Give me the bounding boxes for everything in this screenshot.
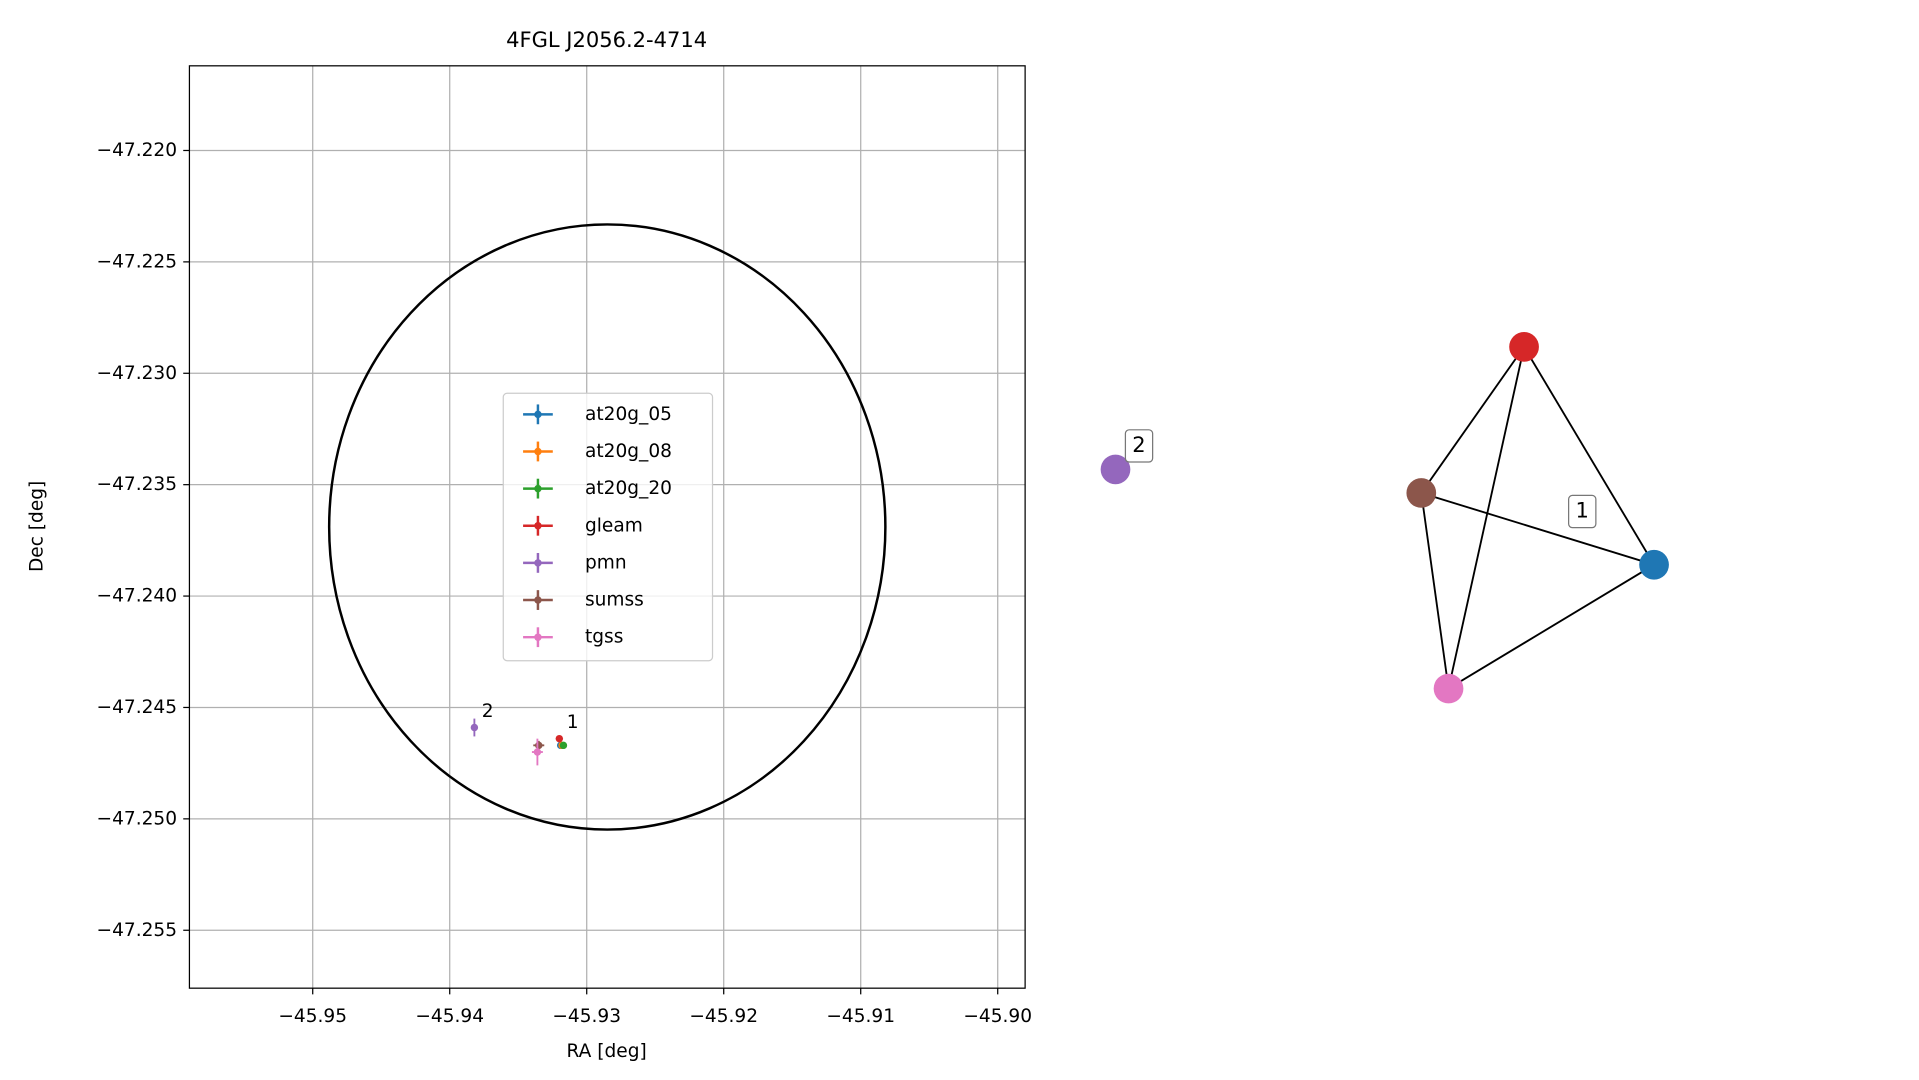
- legend-label: at20g_05: [585, 404, 672, 425]
- chart-title: 4FGL J2056.2-4714: [506, 27, 707, 52]
- legend-label: tgss: [585, 627, 623, 648]
- legend-marker: [534, 484, 542, 493]
- x-tick-label: −45.94: [415, 1006, 484, 1027]
- legend-marker: [534, 447, 542, 456]
- x-tick-label: −45.90: [963, 1006, 1032, 1027]
- x-tick-label: −45.92: [689, 1006, 758, 1027]
- graph-edge: [1448, 563, 1655, 690]
- data-point: [535, 741, 543, 750]
- data-point: [533, 748, 542, 756]
- data-point: [559, 741, 568, 750]
- group-label-box: [1568, 494, 1597, 529]
- graph-edge: [1420, 346, 1525, 494]
- y-tick-label: −47.240: [97, 586, 178, 607]
- annotation: 1: [567, 712, 579, 733]
- legend-label: sumss: [585, 590, 644, 611]
- group-label-box: [1124, 429, 1154, 463]
- y-tick-label: −47.230: [97, 363, 178, 384]
- error-point: [470, 718, 479, 737]
- y-tick-label: −47.255: [97, 920, 178, 941]
- graph-edge: [1420, 492, 1450, 689]
- axes-frame: [188, 65, 1026, 989]
- y-tick-label: −47.235: [97, 474, 178, 495]
- legend-label: pmn: [585, 552, 627, 573]
- legend-marker: [534, 410, 542, 419]
- legend-marker: [534, 559, 542, 567]
- localization-ellipse: [327, 223, 887, 831]
- graph-node: [1406, 478, 1437, 508]
- data-point: [555, 734, 564, 743]
- legend-marker: [534, 596, 542, 604]
- group-label: 2: [1132, 432, 1145, 457]
- graph-edge: [1447, 346, 1525, 689]
- x-tick-label: −45.91: [826, 1006, 895, 1027]
- legend-marker: [534, 633, 542, 641]
- y-tick-label: −47.245: [97, 697, 178, 718]
- y-tick-label: −47.250: [97, 808, 178, 829]
- y-tick-label: −47.220: [97, 140, 178, 161]
- legend-box: [502, 392, 714, 662]
- graph-node: [1433, 673, 1464, 704]
- x-tick-label: −45.93: [552, 1006, 621, 1027]
- graph-node: [1639, 549, 1669, 580]
- error-point: [559, 741, 568, 750]
- annotation: 2: [482, 701, 494, 722]
- error-point: [555, 734, 564, 743]
- data-point: [470, 723, 479, 732]
- legend-label: at20g_20: [585, 478, 672, 499]
- graph-edge: [1523, 346, 1655, 566]
- y-tick-label: −47.225: [97, 251, 178, 272]
- graph-node: [1100, 454, 1131, 485]
- legend-label: at20g_08: [585, 441, 672, 462]
- error-point: [531, 738, 543, 766]
- group-label: 1: [1576, 498, 1589, 523]
- x-tick-label: −45.95: [278, 1006, 347, 1027]
- graph-node: [1509, 332, 1539, 362]
- legend-label: gleam: [585, 515, 643, 536]
- error-point: [533, 740, 545, 750]
- x-axis-label: RA [deg]: [567, 1041, 647, 1062]
- graph-edge: [1421, 492, 1655, 566]
- y-axis-label: Dec [deg]: [27, 481, 48, 572]
- legend-marker: [534, 522, 542, 530]
